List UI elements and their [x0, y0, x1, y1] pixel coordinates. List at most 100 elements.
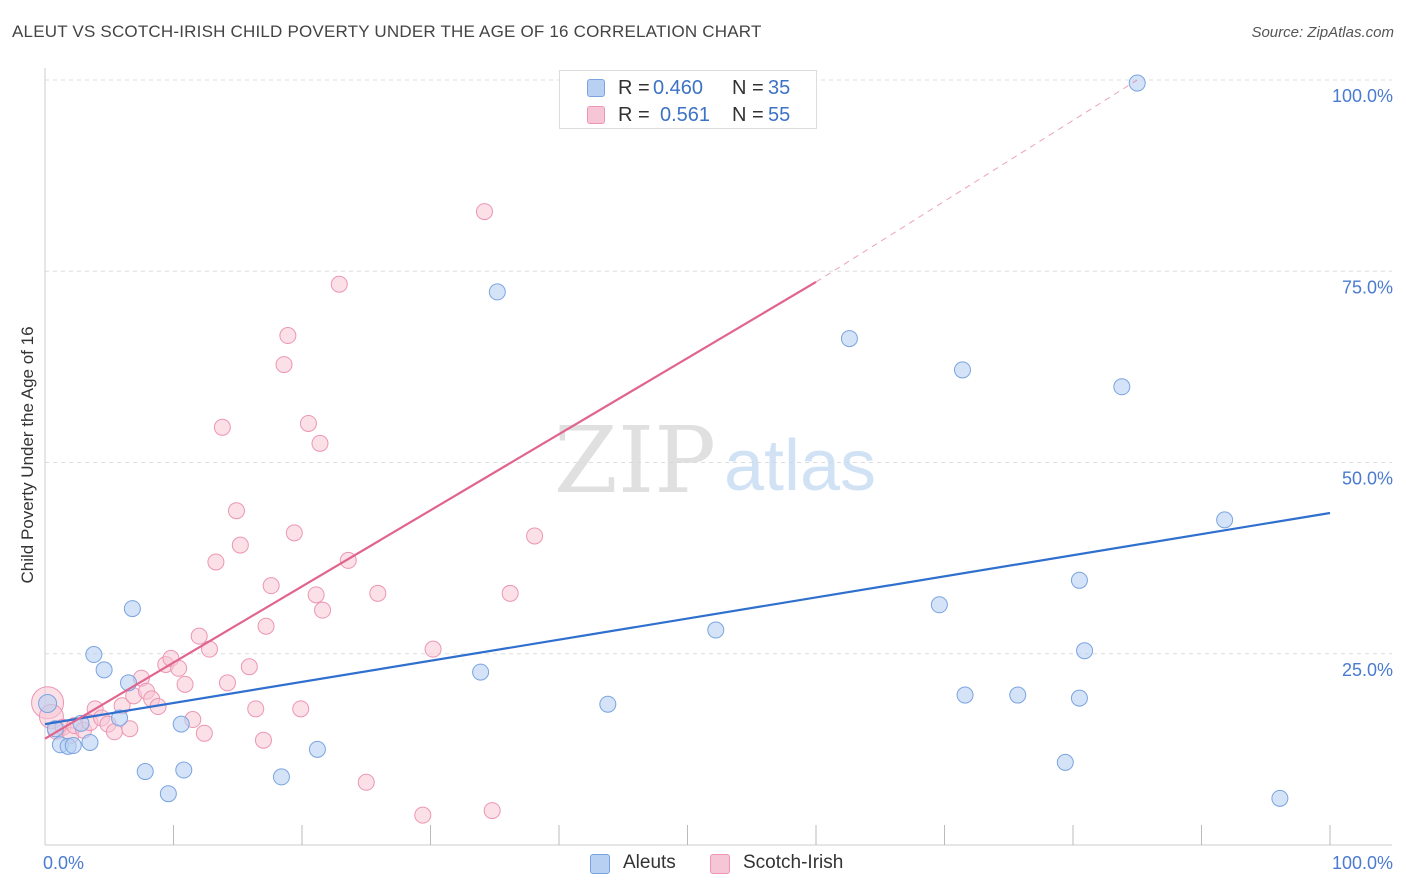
scotch-irish-point — [227, 502, 245, 520]
aleut-point — [472, 663, 490, 681]
scotch-irish-point — [357, 773, 375, 791]
x-tick-label-max: 100.0% — [1332, 853, 1393, 873]
tick-labels: 25.0% 50.0% 75.0% 100.0% 0.0% 100.0% — [43, 86, 1393, 873]
series-legend: Aleuts Scotch-Irish — [0, 852, 1406, 878]
scotch-irish-point — [121, 720, 139, 738]
scotch-irish-point — [330, 275, 348, 293]
scotch-irish-trend-extension — [815, 79, 1138, 283]
aleut-point — [64, 737, 82, 755]
scotch-irish-point — [285, 524, 303, 542]
aleut-point — [172, 715, 190, 733]
n-label: N = — [732, 104, 764, 126]
aleut-point — [272, 768, 290, 786]
scotch-irish-point — [257, 617, 275, 635]
aleut-point — [488, 283, 506, 301]
aleut-point — [956, 686, 974, 704]
scotch-irish-point — [311, 434, 329, 452]
legend-label-aleuts: Aleuts — [623, 852, 676, 873]
aleut-point — [1056, 753, 1074, 771]
aleut-point — [38, 693, 58, 713]
scotch-irish-point — [314, 601, 332, 619]
aleut-trend-line — [44, 511, 1331, 726]
aleut-point — [81, 733, 99, 751]
aleut-point — [599, 695, 617, 713]
aleut-point — [1009, 686, 1027, 704]
watermark-atlas: atlas — [724, 426, 876, 506]
aleut-point — [85, 646, 103, 664]
scotch-irish-point — [240, 658, 258, 676]
y-tick-label: 100.0% — [1332, 86, 1393, 106]
scotch-irish-point — [369, 584, 387, 602]
scotch-irish-point — [262, 577, 280, 595]
aleut-point — [175, 761, 193, 779]
aleut-point — [1070, 571, 1088, 589]
scotch-irish-point — [218, 674, 236, 692]
scotch-irish-point — [231, 536, 249, 554]
chart-title: ALEUT VS SCOTCH-IRISH CHILD POVERTY UNDE… — [12, 22, 762, 41]
aleut-point — [1128, 74, 1146, 92]
r-label: R = — [618, 77, 650, 99]
scotch-irish-point — [247, 700, 265, 718]
scotch-irish-point — [475, 203, 493, 221]
scotch-irish-points — [31, 203, 544, 824]
y-tick-label: 25.0% — [1342, 660, 1393, 680]
scotch-irish-point — [299, 414, 317, 432]
n-value: 35 — [768, 77, 791, 99]
aleut-swatch — [590, 854, 610, 874]
correlation-legend: R = 0.460 N = 35 R = 0.561 N = 55 — [559, 70, 817, 129]
aleut-point — [953, 361, 971, 379]
aleut-point — [111, 709, 129, 727]
n-value: 55 — [768, 104, 791, 126]
legend-row-aleuts: R = 0.460 N = 35 — [560, 75, 816, 101]
scotch-irish-swatch — [710, 854, 730, 874]
scotch-irish-point — [414, 806, 432, 824]
r-value: 0.561 — [660, 104, 711, 126]
scotch-irish-point — [307, 586, 325, 604]
source-label: Source: ZipAtlas.com — [1251, 24, 1394, 41]
y-tick-label: 50.0% — [1342, 469, 1393, 489]
aleut-swatch — [587, 79, 605, 97]
y-tick-label: 75.0% — [1342, 277, 1393, 297]
aleut-point — [707, 621, 725, 639]
grid-lines — [45, 79, 1392, 655]
trend-lines — [44, 79, 1331, 740]
scotch-irish-swatch — [587, 106, 605, 124]
aleut-point — [308, 740, 326, 758]
aleut-point — [840, 330, 858, 348]
scotch-irish-point — [176, 675, 194, 693]
aleut-point — [1076, 642, 1094, 660]
aleut-point — [1216, 511, 1234, 529]
x-tick-label-min: 0.0% — [43, 853, 84, 873]
scotch-irish-point — [501, 584, 519, 602]
aleut-point — [930, 596, 948, 614]
scotch-irish-point — [207, 553, 225, 571]
aleut-point — [136, 763, 154, 781]
axes — [44, 68, 1392, 846]
scotch-irish-point — [275, 356, 293, 374]
scotch-irish-trend-line — [44, 281, 817, 740]
legend-label-scotch-irish: Scotch-Irish — [743, 852, 844, 873]
scotch-irish-point — [195, 724, 213, 742]
scotch-irish-point — [483, 802, 501, 820]
aleut-point — [123, 600, 141, 618]
scotch-irish-point — [526, 527, 544, 545]
scotch-irish-point — [190, 627, 208, 645]
r-value: 0.460 — [653, 77, 704, 99]
watermark: ZIP atlas — [554, 407, 876, 514]
scotch-irish-point — [424, 640, 442, 658]
aleut-point — [1070, 689, 1088, 707]
scotch-irish-point — [279, 327, 297, 345]
aleut-point — [1113, 378, 1131, 396]
aleut-point — [159, 785, 177, 803]
watermark-zip: ZIP — [554, 407, 716, 514]
aleut-point — [1271, 789, 1289, 807]
legend-row-scotch-irish: R = 0.561 N = 55 — [560, 102, 816, 128]
n-label: N = — [732, 77, 764, 99]
scotch-irish-point — [292, 700, 310, 718]
scotch-irish-point — [254, 731, 272, 749]
aleut-point — [95, 661, 113, 679]
r-label: R = — [618, 104, 650, 126]
scotch-irish-point — [213, 418, 231, 436]
aleut-points — [38, 74, 1289, 807]
